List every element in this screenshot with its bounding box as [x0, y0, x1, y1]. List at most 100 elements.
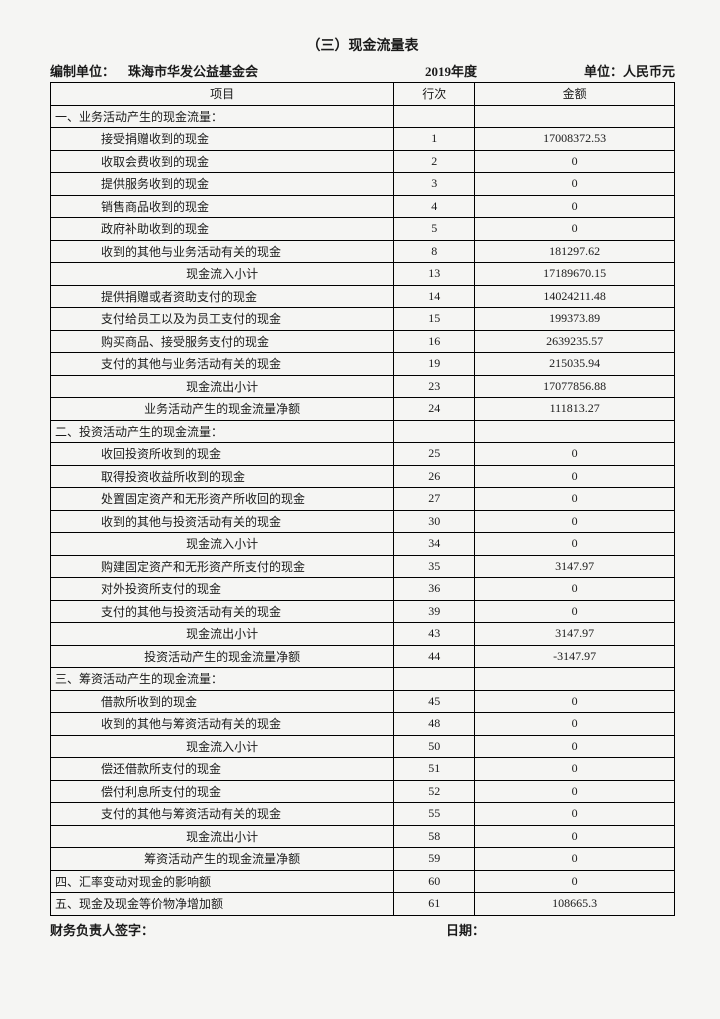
cell-amount: 0 [475, 690, 675, 713]
cell-line: 4 [394, 195, 475, 218]
table-row: 现金流出小计433147.97 [51, 623, 675, 646]
table-row: 现金流出小计580 [51, 825, 675, 848]
col-amount: 金额 [475, 83, 675, 106]
cell-line: 25 [394, 443, 475, 466]
cell-line: 60 [394, 870, 475, 893]
report-title: （三）现金流量表 [50, 35, 675, 55]
table-body: 一、业务活动产生的现金流量：接受捐赠收到的现金117008372.53收取会费收… [51, 105, 675, 915]
cell-amount: 0 [475, 735, 675, 758]
cell-amount: 0 [475, 533, 675, 556]
cell-line: 26 [394, 465, 475, 488]
cell-item: 政府补助收到的现金 [51, 218, 394, 241]
cell-amount: 0 [475, 758, 675, 781]
table-row: 业务活动产生的现金流量净额24111813.27 [51, 398, 675, 421]
table-row: 收取会费收到的现金20 [51, 150, 675, 173]
cell-amount: 17008372.53 [475, 128, 675, 151]
table-row: 五、现金及现金等价物净增加额61108665.3 [51, 893, 675, 916]
cell-amount: 0 [475, 848, 675, 871]
cell-item: 收到的其他与投资活动有关的现金 [51, 510, 394, 533]
cell-line [394, 420, 475, 443]
table-row: 政府补助收到的现金50 [51, 218, 675, 241]
cell-line: 55 [394, 803, 475, 826]
table-row: 四、汇率变动对现金的影响额600 [51, 870, 675, 893]
table-row: 取得投资收益所收到的现金260 [51, 465, 675, 488]
cell-amount: 0 [475, 713, 675, 736]
col-item: 项目 [51, 83, 394, 106]
cell-amount: 2639235.57 [475, 330, 675, 353]
table-row: 处置固定资产和无形资产所收回的现金270 [51, 488, 675, 511]
date-label: 日期： [446, 920, 675, 939]
cell-line: 61 [394, 893, 475, 916]
footer-row: 财务负责人签字： 日期： [50, 920, 675, 939]
table-row: 投资活动产生的现金流量净额44-3147.97 [51, 645, 675, 668]
cell-amount: 17189670.15 [475, 263, 675, 286]
cell-item: 支付的其他与投资活动有关的现金 [51, 600, 394, 623]
cell-item: 收到的其他与筹资活动有关的现金 [51, 713, 394, 736]
cell-item: 筹资活动产生的现金流量净额 [51, 848, 394, 871]
cell-item: 支付的其他与业务活动有关的现金 [51, 353, 394, 376]
cell-line: 27 [394, 488, 475, 511]
cell-line: 30 [394, 510, 475, 533]
cell-item: 现金流出小计 [51, 375, 394, 398]
cell-amount: 0 [475, 780, 675, 803]
unit-label: 编制单位： 珠海市华发公益基金会 [50, 61, 258, 80]
table-row: 提供服务收到的现金30 [51, 173, 675, 196]
table-row: 收回投资所收到的现金250 [51, 443, 675, 466]
cell-amount: 0 [475, 173, 675, 196]
table-row: 偿还借款所支付的现金510 [51, 758, 675, 781]
cell-amount: 215035.94 [475, 353, 675, 376]
cell-amount: 0 [475, 195, 675, 218]
cell-amount: 0 [475, 488, 675, 511]
cell-line: 23 [394, 375, 475, 398]
cell-line: 43 [394, 623, 475, 646]
cell-line: 44 [394, 645, 475, 668]
table-row: 偿付利息所支付的现金520 [51, 780, 675, 803]
table-row: 现金流入小计340 [51, 533, 675, 556]
cell-amount: 111813.27 [475, 398, 675, 421]
table-row: 一、业务活动产生的现金流量： [51, 105, 675, 128]
sign-label: 财务负责人签字： [50, 920, 154, 939]
cell-line: 34 [394, 533, 475, 556]
cell-line: 1 [394, 128, 475, 151]
cell-line: 2 [394, 150, 475, 173]
cell-item: 支付的其他与筹资活动有关的现金 [51, 803, 394, 826]
cell-amount: 0 [475, 150, 675, 173]
cell-line: 48 [394, 713, 475, 736]
table-row: 现金流入小计1317189670.15 [51, 263, 675, 286]
table-row: 支付的其他与业务活动有关的现金19215035.94 [51, 353, 675, 376]
cell-amount: 0 [475, 218, 675, 241]
table-row: 收到的其他与业务活动有关的现金8181297.62 [51, 240, 675, 263]
table-header-row: 项目 行次 金额 [51, 83, 675, 106]
cell-amount [475, 420, 675, 443]
cell-item: 现金流出小计 [51, 825, 394, 848]
table-row: 支付的其他与投资活动有关的现金390 [51, 600, 675, 623]
cell-line: 52 [394, 780, 475, 803]
cell-item: 收到的其他与业务活动有关的现金 [51, 240, 394, 263]
cell-item: 收取会费收到的现金 [51, 150, 394, 173]
cell-amount: 0 [475, 825, 675, 848]
cell-amount: 3147.97 [475, 623, 675, 646]
cell-line: 24 [394, 398, 475, 421]
cell-item: 收回投资所收到的现金 [51, 443, 394, 466]
cell-item: 五、现金及现金等价物净增加额 [51, 893, 394, 916]
cell-item: 现金流入小计 [51, 263, 394, 286]
cell-item: 借款所收到的现金 [51, 690, 394, 713]
cell-amount: 14024211.48 [475, 285, 675, 308]
cell-line: 51 [394, 758, 475, 781]
cell-item: 销售商品收到的现金 [51, 195, 394, 218]
cell-item: 接受捐赠收到的现金 [51, 128, 394, 151]
table-row: 筹资活动产生的现金流量净额590 [51, 848, 675, 871]
cell-item: 提供服务收到的现金 [51, 173, 394, 196]
cell-amount: 0 [475, 578, 675, 601]
cell-amount: 108665.3 [475, 893, 675, 916]
cell-item: 现金流出小计 [51, 623, 394, 646]
cell-amount: -3147.97 [475, 645, 675, 668]
cell-amount: 0 [475, 510, 675, 533]
cell-amount: 0 [475, 465, 675, 488]
col-line: 行次 [394, 83, 475, 106]
table-row: 提供捐赠或者资助支付的现金1414024211.48 [51, 285, 675, 308]
unit-label-text: 编制单位： [50, 64, 115, 79]
cell-line: 59 [394, 848, 475, 871]
cell-amount: 0 [475, 600, 675, 623]
cell-amount: 0 [475, 803, 675, 826]
